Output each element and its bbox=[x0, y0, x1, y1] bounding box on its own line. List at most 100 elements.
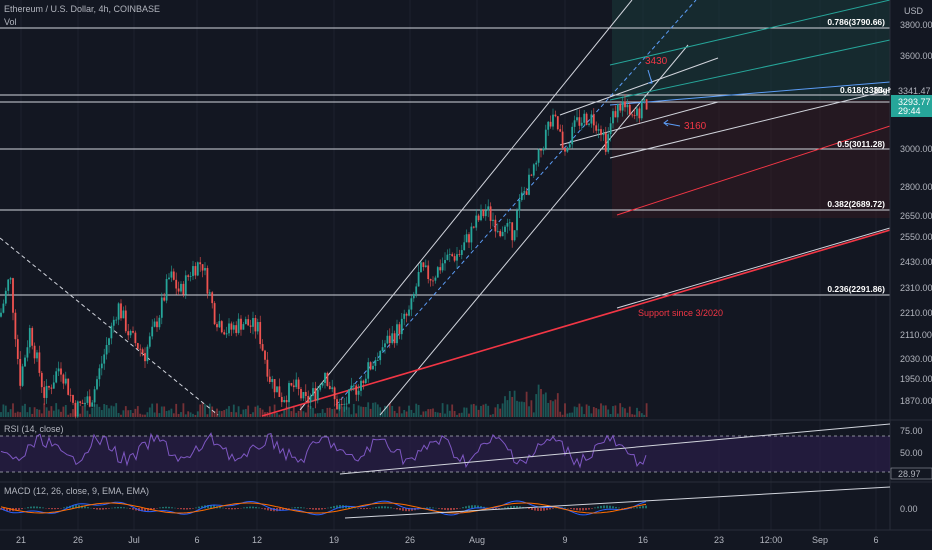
volume-bar bbox=[129, 409, 132, 417]
time-axis[interactable]: 21 26 Jul 6 12 19 26 Aug 9 16 23 12:00 S… bbox=[16, 535, 879, 545]
volume-bar bbox=[312, 407, 314, 417]
candle-body bbox=[487, 206, 490, 211]
macd-histogram-bar bbox=[189, 508, 191, 510]
candle-body bbox=[300, 388, 302, 399]
candle-body bbox=[146, 346, 149, 362]
candle-body bbox=[4, 290, 7, 304]
macd-histogram-bar bbox=[15, 508, 17, 511]
volume-bar bbox=[636, 407, 638, 417]
candle-body bbox=[475, 215, 478, 228]
candle-body bbox=[120, 303, 122, 319]
symbol-title[interactable]: Ethereum / U.S. Dollar, 4h, COINBASE bbox=[4, 4, 161, 14]
volume-bar bbox=[151, 403, 154, 417]
volume-bar bbox=[242, 409, 245, 417]
candle-body bbox=[74, 402, 77, 417]
macd-histogram-bar bbox=[381, 506, 383, 509]
volume-bar bbox=[271, 413, 274, 417]
candle-body bbox=[57, 368, 60, 372]
candle-body bbox=[96, 379, 98, 390]
volume-bar bbox=[417, 405, 420, 417]
volume-bar bbox=[374, 402, 377, 417]
macd-histogram-bar bbox=[315, 508, 317, 510]
volume-bar bbox=[184, 414, 187, 417]
candle-body bbox=[463, 242, 466, 251]
price-axis[interactable]: 3800.00 3600.00 3000.00 2800.00 2650.00 … bbox=[874, 6, 932, 514]
volume-bar bbox=[43, 403, 46, 417]
volume-bar bbox=[199, 404, 202, 417]
volume-bar bbox=[163, 406, 166, 417]
time-tick: Jul bbox=[128, 535, 140, 545]
candle-body bbox=[254, 318, 257, 332]
candle-body bbox=[26, 347, 29, 358]
volume-bar bbox=[410, 409, 413, 417]
macd-histogram-bar bbox=[579, 508, 581, 511]
macd-histogram-bar bbox=[168, 506, 170, 509]
flag-lower-line bbox=[559, 101, 719, 146]
candle-body bbox=[609, 123, 612, 135]
candle-body bbox=[554, 114, 557, 117]
candle-body bbox=[516, 210, 518, 231]
macd-histogram-bar bbox=[207, 504, 209, 509]
volume-bar bbox=[588, 405, 590, 417]
volume-bar bbox=[208, 403, 211, 417]
macd-histogram-bar bbox=[378, 506, 380, 509]
volume-bar bbox=[110, 405, 113, 417]
volume-bar bbox=[489, 414, 492, 417]
price-tick: 1950.00 bbox=[900, 374, 932, 384]
macd-histogram-bar bbox=[588, 508, 590, 510]
volume-bar bbox=[350, 414, 353, 417]
volume-bar bbox=[237, 406, 240, 417]
candle-body bbox=[45, 385, 48, 398]
volume-bar bbox=[259, 407, 262, 417]
macd-histogram-bar bbox=[219, 506, 221, 509]
candle-body bbox=[48, 385, 50, 388]
volume-bar bbox=[628, 406, 631, 417]
volume-bar bbox=[276, 412, 278, 417]
macd-histogram-bar bbox=[639, 506, 641, 509]
volume-bar bbox=[96, 404, 98, 417]
macd-histogram-bar bbox=[246, 506, 248, 509]
candle-body bbox=[350, 385, 353, 390]
candle-body bbox=[312, 388, 314, 396]
candle-body bbox=[187, 275, 190, 277]
macd-histogram-bar bbox=[3, 508, 5, 511]
candle-body bbox=[0, 312, 2, 317]
macd-histogram-bar bbox=[585, 508, 587, 511]
candle-body bbox=[415, 286, 418, 294]
volume-indicator-label[interactable]: Vol bbox=[4, 17, 17, 27]
volume-bar bbox=[470, 404, 473, 417]
macd-histogram-bar bbox=[159, 507, 161, 509]
macd-histogram-bar bbox=[528, 508, 530, 510]
candle-body bbox=[393, 333, 396, 344]
volume-bar bbox=[319, 413, 322, 417]
volume-bar bbox=[513, 390, 516, 417]
candle-body bbox=[432, 280, 434, 282]
rsi-line bbox=[0, 432, 647, 469]
volume-bar bbox=[564, 403, 566, 417]
candle-body bbox=[91, 402, 94, 407]
candle-body bbox=[379, 350, 382, 361]
candle-body bbox=[218, 321, 221, 328]
volume-bar bbox=[108, 408, 110, 417]
candle-body bbox=[549, 121, 552, 127]
volume-bar bbox=[249, 413, 252, 417]
macd-histogram-bar bbox=[66, 506, 68, 509]
candle-body bbox=[506, 223, 509, 227]
volume-bar bbox=[379, 407, 382, 417]
volume-bar bbox=[621, 407, 624, 417]
candle-body bbox=[628, 104, 631, 115]
macd-histogram-bar bbox=[492, 508, 494, 509]
candle-body bbox=[566, 147, 569, 152]
candle-body bbox=[424, 265, 427, 268]
candle-body bbox=[568, 144, 571, 148]
macd-histogram-bar bbox=[552, 508, 554, 509]
candle-body bbox=[151, 326, 154, 337]
candle-body bbox=[535, 162, 538, 165]
candle-body bbox=[76, 401, 79, 417]
volume-bar bbox=[566, 413, 569, 417]
macd-histogram-bar bbox=[549, 508, 551, 510]
macd-histogram-bar bbox=[573, 508, 575, 510]
volume-bar bbox=[604, 405, 607, 417]
candle-body bbox=[429, 279, 432, 281]
